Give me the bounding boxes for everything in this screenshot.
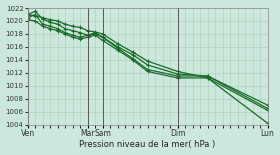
X-axis label: Pression niveau de la mer( hPa ): Pression niveau de la mer( hPa ): [80, 140, 216, 149]
